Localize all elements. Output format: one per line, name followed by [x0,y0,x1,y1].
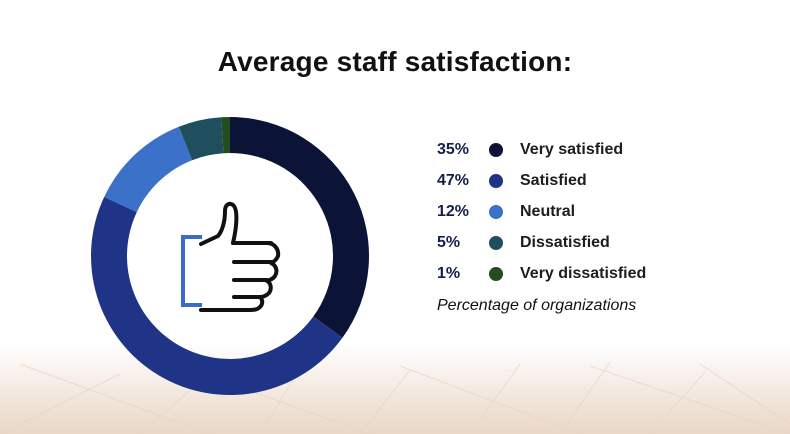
legend-item-very-dissatisfied: 1% Very dissatisfied [437,258,757,289]
donut-slice-very-satisfied [230,117,369,338]
legend-dot [489,173,503,188]
legend-dot [489,204,503,219]
legend-dot [489,235,503,250]
legend-value: 35% [437,140,470,158]
legend-label: Dissatisfied [520,233,610,251]
legend-value: 5% [437,233,461,251]
legend: 35% Very satisfied 47% Satisfied 12% Neu… [437,134,757,289]
legend-item-dissatisfied: 5% Dissatisfied [437,227,757,258]
page-title: Average staff satisfaction: [217,46,573,77]
donut-slice-dissatisfied [178,117,224,161]
legend-item-very-satisfied: 35% Very satisfied [437,134,757,165]
legend-label: Satisfied [520,171,587,189]
legend-label: Very dissatisfied [520,264,647,282]
legend-label: Very satisfied [520,140,624,158]
donut-slice-neutral [104,126,193,213]
donut-slice-very-dissatisfied [221,117,230,154]
thumbs-up-icon [170,195,290,315]
legend-dot [489,266,503,281]
legend-dot [489,142,503,157]
legend-item-satisfied: 47% Satisfied [437,165,757,196]
chart-note: Percentage of organizations [437,297,637,314]
legend-item-neutral: 12% Neutral [437,196,757,227]
legend-value: 1% [437,264,461,282]
legend-value: 12% [437,202,470,220]
donut-slices [90,117,369,396]
legend-label: Neutral [520,202,576,220]
legend-value: 47% [437,171,470,189]
donut-slice-satisfied [90,196,343,396]
